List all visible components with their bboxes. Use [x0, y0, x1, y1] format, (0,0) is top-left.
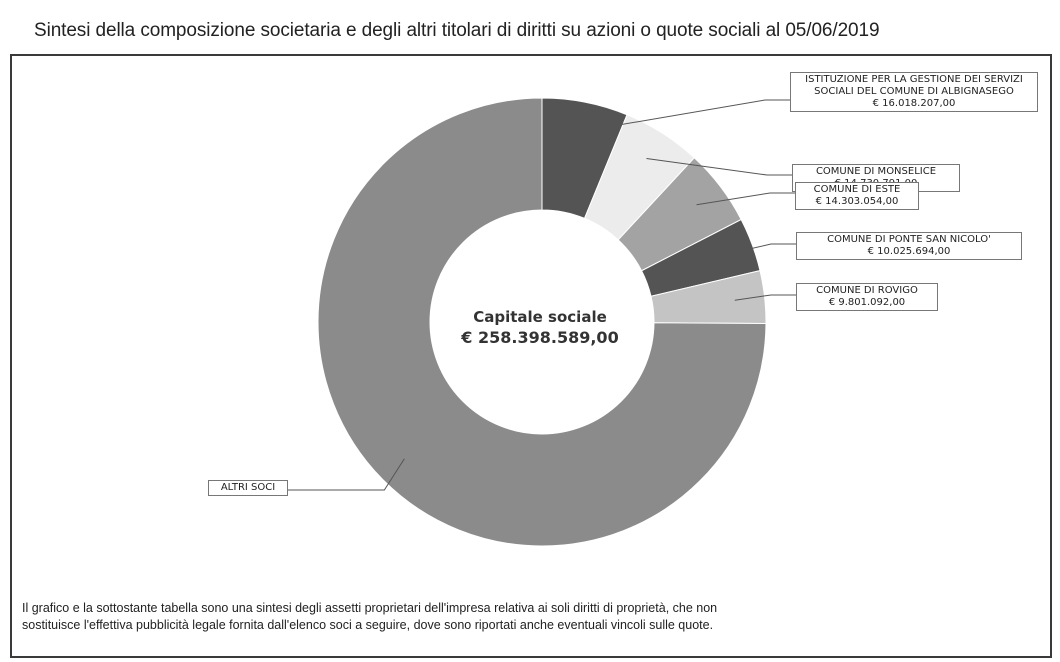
leader-line-albignasego	[579, 99, 790, 133]
label-rovigo: COMUNE DI ROVIGO € 9.801.092,00	[796, 283, 938, 311]
label-este-name: COMUNE DI ESTE	[813, 184, 901, 195]
label-monselice-name: COMUNE DI MONSELICE	[815, 166, 937, 177]
label-rovigo-amount: € 9.801.092,00	[828, 297, 906, 308]
title-bar: Sintesi della composizione societaria e …	[10, 14, 1052, 56]
page-title: Sintesi della composizione societaria e …	[34, 20, 880, 41]
center-label: Capitale sociale € 258.398.589,00	[430, 308, 650, 347]
leader-line-altri-soci	[288, 458, 405, 491]
label-este-amount: € 14.303.054,00	[815, 196, 899, 207]
footnote-line-1: Il grafico e la sottostante tabella sono…	[22, 601, 718, 615]
label-albignasego-amount: € 16.018.207,00	[872, 98, 956, 109]
leader-line-ponte-san-nicolo	[723, 243, 796, 256]
label-albignasego: ISTITUZIONE PER LA GESTIONE DEI SERVIZI …	[790, 72, 1038, 112]
label-ponte-name: COMUNE DI PONTE SAN NICOLO'	[827, 234, 991, 245]
label-altri-soci: ALTRI SOCI	[208, 480, 288, 496]
label-albignasego-name: ISTITUZIONE PER LA GESTIONE DEI SERVIZI …	[805, 74, 1023, 97]
label-ponte-amount: € 10.025.694,00	[867, 246, 951, 257]
footnote: Il grafico e la sottostante tabella sono…	[22, 600, 1042, 634]
center-label-amount: € 258.398.589,00	[461, 328, 619, 347]
leader-line-monselice	[646, 158, 792, 176]
leader-line-rovigo	[734, 294, 796, 301]
label-altri-soci-name: ALTRI SOCI	[220, 482, 276, 493]
label-ponte-san-nicolo: COMUNE DI PONTE SAN NICOLO' € 10.025.694…	[796, 232, 1022, 260]
label-este: COMUNE DI ESTE € 14.303.054,00	[795, 182, 919, 210]
leader-line-este	[696, 192, 795, 206]
center-label-title: Capitale sociale	[473, 308, 607, 326]
slice-altri-soci	[317, 97, 767, 547]
label-rovigo-name: COMUNE DI ROVIGO	[816, 285, 918, 296]
footnote-line-2: sostituisce l'effettiva pubblicità legal…	[22, 618, 714, 632]
